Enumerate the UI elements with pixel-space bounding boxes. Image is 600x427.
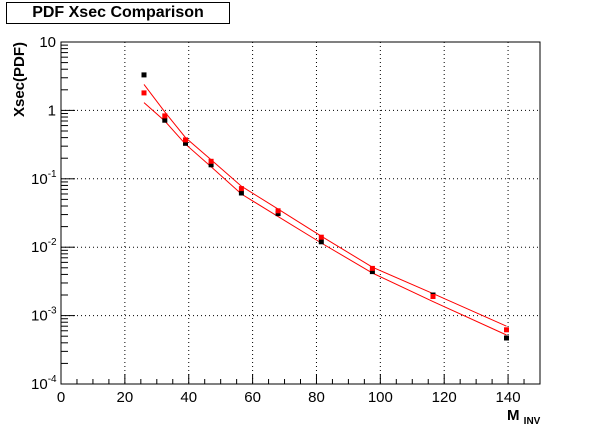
data-point-series-1	[208, 162, 214, 168]
y-tick-label: 10	[39, 34, 56, 51]
y-tick-label: 10-3	[31, 306, 57, 325]
y-tick-label: 1	[48, 102, 56, 119]
y-tick-label-base: 10	[31, 308, 48, 325]
x-tick-label: 20	[117, 389, 134, 406]
data-point-series-2	[208, 158, 214, 164]
data-point-series-2	[238, 186, 244, 192]
data-point-series-1	[183, 140, 188, 146]
y-tick-label: 10-4	[31, 374, 57, 393]
plot-frame	[60, 41, 541, 385]
x-tick-label: 80	[308, 389, 325, 406]
y-tick-label-exponent: -1	[48, 169, 57, 180]
grid	[61, 42, 540, 384]
band-upper-line	[143, 84, 507, 327]
y-tick-label: 10-2	[31, 237, 57, 256]
data-point-series-1	[504, 335, 509, 341]
data-point-series-2	[162, 113, 168, 119]
data-point-series-2	[183, 137, 188, 143]
x-axis-title-subscript: INV	[524, 416, 541, 427]
y-tick-label-exponent: -2	[48, 237, 57, 248]
y-tick-label: 10-1	[31, 169, 57, 188]
data-point-series-2	[430, 294, 436, 299]
x-tick-label: 40	[180, 389, 197, 406]
x-tick-label: 0	[57, 389, 65, 406]
x-axis-title: M INV	[507, 407, 541, 427]
chart-title: PDF Xsec Comparison	[6, 2, 230, 24]
data-point-series-1	[162, 117, 168, 123]
y-tick-label-base: 10	[31, 239, 48, 256]
data-point-series-2	[275, 208, 281, 214]
band-lower-line	[143, 102, 507, 336]
y-tick-label-base: 10	[31, 171, 48, 188]
y-tick-label-exponent: -3	[48, 306, 57, 317]
x-tick-label: 100	[368, 389, 393, 406]
x-tick-label: 60	[244, 389, 261, 406]
band-lines	[143, 84, 507, 336]
y-axis-title: Xsec(PDF)	[11, 42, 28, 117]
data-point-series-2	[504, 327, 509, 333]
x-axis-title-main: M	[507, 407, 520, 424]
y-tick-label-exponent: -4	[48, 374, 57, 385]
data-point-series-1	[141, 72, 147, 78]
data-point-series-1	[369, 269, 375, 275]
y-tick-label-base: 10	[31, 376, 48, 393]
data-point-series-1	[318, 239, 324, 245]
axis-ticks	[60, 41, 525, 385]
data-point-series-2	[318, 234, 324, 240]
data-markers	[141, 72, 509, 341]
data-point-series-2	[369, 265, 375, 271]
x-tick-label: 140	[496, 389, 521, 406]
data-point-series-1	[238, 190, 244, 196]
x-tick-labels: 0 20 40 60 80 100 120 140	[57, 389, 521, 406]
data-point-series-1	[275, 211, 281, 217]
data-point-series-2	[141, 90, 147, 96]
x-tick-label: 120	[432, 389, 457, 406]
